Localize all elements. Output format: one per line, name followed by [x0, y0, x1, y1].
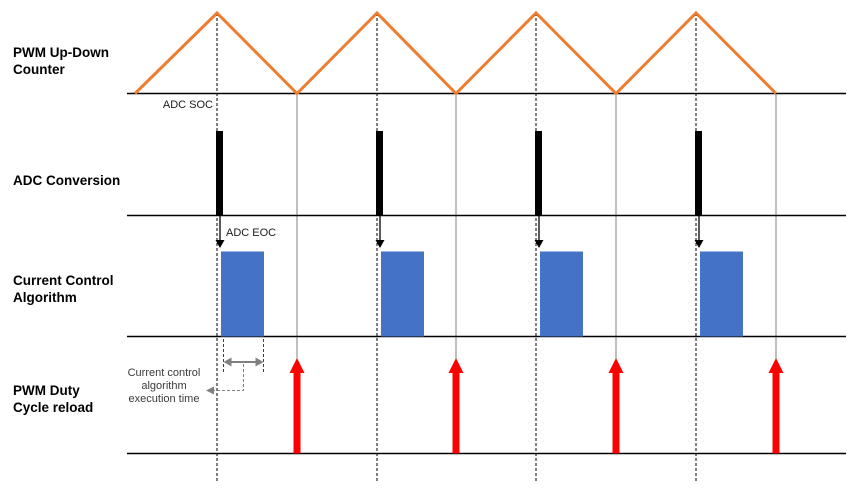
label-line: Counter: [13, 62, 65, 77]
duty-reload-arrow-stem: [452, 372, 460, 454]
label-line: PWM Duty: [13, 383, 80, 398]
label-adc-eoc: ADC EOC: [226, 227, 277, 239]
label-line: algorithm: [141, 380, 187, 392]
adc-conversion-pulse: [376, 131, 383, 216]
duty-reload-arrowhead: [768, 358, 784, 373]
exec-leader-line: [214, 364, 244, 391]
label-adc-soc: ADC SOC: [162, 99, 213, 111]
adc-conversion-pulse: [535, 131, 542, 216]
control-algorithm-block: [381, 251, 424, 337]
label-line: Cycle reload: [13, 400, 94, 415]
label-line: Current Control: [13, 273, 114, 288]
label-adc-conversion: ADC Conversion: [13, 172, 120, 189]
label-line: ADC Conversion: [13, 173, 121, 188]
duty-reload-arrow-stem: [772, 372, 780, 454]
label-line: Current control: [127, 367, 201, 379]
label-line: PWM Up-Down: [13, 45, 109, 60]
adc-conversion-pulse: [695, 131, 702, 216]
adc-eoc-arrowhead: [534, 240, 544, 248]
duty-reload-arrowhead: [448, 358, 464, 373]
label-line: Algorithm: [13, 290, 77, 305]
label-pwm-duty-cycle-reload: PWM Duty Cycle reload: [13, 382, 93, 416]
adc-eoc-arrowhead: [375, 240, 385, 248]
label-line: execution time: [128, 393, 200, 405]
duty-reload-arrow-stem: [293, 372, 301, 454]
label-current-control-algorithm: Current Control Algorithm: [13, 272, 114, 306]
control-algorithm-block: [700, 251, 743, 337]
exec-measure-arrowhead-right: [255, 357, 264, 367]
duty-reload-arrowhead: [289, 358, 305, 373]
exec-measure-arrowhead-left: [223, 357, 232, 367]
control-algorithm-block: [221, 251, 264, 337]
exec-leader-arrowhead: [206, 386, 214, 395]
adc-conversion-pulse: [216, 131, 223, 216]
pwm-counter-waveform: [133, 10, 778, 96]
label-execution-time: Current control algorithm execution time: [122, 367, 206, 406]
adc-eoc-arrowhead: [694, 240, 704, 248]
duty-reload-arrowhead: [608, 358, 624, 373]
label-pwm-up-down-counter: PWM Up-Down Counter: [13, 44, 109, 78]
adc-eoc-arrowhead: [215, 240, 225, 248]
duty-reload-arrow-stem: [612, 372, 620, 454]
control-algorithm-block: [540, 251, 583, 337]
